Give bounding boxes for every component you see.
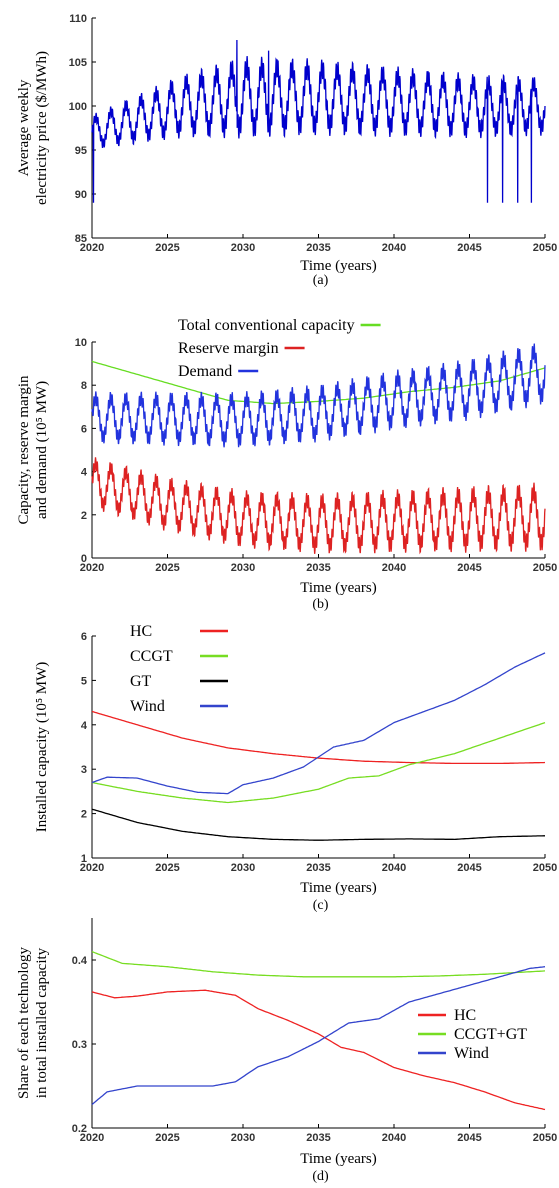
y-tick-label: 0.3 <box>72 1039 87 1051</box>
x-tick-label: 2040 <box>382 862 406 874</box>
y-axis-title: Installed capacity (10⁵ MW) <box>34 662 50 833</box>
x-tick-label: 2050 <box>533 242 557 254</box>
series-line <box>91 457 546 555</box>
series-line <box>91 950 546 978</box>
y-tick-label: 5 <box>81 675 87 687</box>
y-tick-label: 95 <box>75 145 87 157</box>
y-tick-label: 0.4 <box>72 955 88 967</box>
y-axis-title: in total installed capacity <box>34 947 50 1098</box>
series-line <box>91 710 546 765</box>
x-tick-label: 2035 <box>306 862 330 874</box>
x-tick-label: 2020 <box>80 1132 104 1144</box>
series-line <box>91 721 546 804</box>
legend-label: HC <box>130 623 152 640</box>
y-axis-title: Average weekly <box>16 79 32 176</box>
subfigure-caption: (b) <box>312 597 329 612</box>
series-line <box>91 652 546 795</box>
x-tick-label: 2035 <box>306 562 330 574</box>
x-tick-label: 2030 <box>231 862 255 874</box>
x-tick-label: 2045 <box>457 862 481 874</box>
y-tick-label: 0.2 <box>72 1123 87 1135</box>
y-tick-label: 1 <box>81 853 87 865</box>
y-tick-label: 0 <box>81 553 87 565</box>
x-tick-label: 2030 <box>231 562 255 574</box>
x-tick-label: 2040 <box>382 1132 406 1144</box>
y-tick-label: 2 <box>81 510 87 522</box>
y-tick-label: 110 <box>69 13 87 25</box>
x-tick-label: 2020 <box>80 862 104 874</box>
x-tick-label: 2020 <box>80 242 104 254</box>
x-axis-title: Time (years) <box>300 1151 377 1167</box>
legend-label: Total conventional capacity <box>178 317 355 334</box>
y-tick-label: 8 <box>81 380 87 392</box>
x-tick-label: 2030 <box>231 1132 255 1144</box>
series-line <box>91 966 546 1105</box>
x-tick-label: 2050 <box>533 562 557 574</box>
legend-label: Wind <box>454 1045 489 1062</box>
y-tick-label: 3 <box>81 764 87 776</box>
x-tick-label: 2050 <box>533 1132 557 1144</box>
x-axis-title: Time (years) <box>300 580 377 596</box>
series-line <box>91 989 546 1111</box>
legend-label: CCGT <box>130 648 173 665</box>
y-tick-label: 2 <box>81 809 87 821</box>
x-tick-label: 2030 <box>231 242 255 254</box>
series-line <box>91 808 545 841</box>
legend-label: Reserve margin <box>178 340 279 357</box>
x-axis-title: Time (years) <box>300 880 377 896</box>
y-tick-label: 100 <box>69 101 87 113</box>
y-tick-label: 4 <box>81 467 88 479</box>
y-axis-title: Share of each technology <box>16 946 32 1099</box>
y-tick-label: 6 <box>81 631 87 643</box>
x-tick-label: 2040 <box>382 242 406 254</box>
y-axis-title: Capacity, reserve margin <box>16 375 32 525</box>
chart-panel-4: 2020 2025 2030 2035 2040 2045 2050 0.2 0.3 0.4 Tim… <box>16 918 557 1184</box>
x-tick-label: 2040 <box>382 562 406 574</box>
subfigure-caption: (c) <box>313 898 329 913</box>
legend-label: Demand <box>178 363 232 380</box>
chart-panel-2: 2020 2025 2030 2035 2040 2045 2050 0 2 4 6 8 10 Time … <box>16 317 557 612</box>
y-tick-label: 4 <box>81 720 88 732</box>
x-tick-label: 2035 <box>306 242 330 254</box>
x-tick-label: 2025 <box>155 862 179 874</box>
x-tick-label: 2045 <box>457 562 481 574</box>
y-tick-label: 90 <box>75 189 87 201</box>
y-axis-title: electricity price ($/MWh) <box>34 51 50 205</box>
x-tick-label: 2025 <box>155 242 179 254</box>
x-tick-label: 2045 <box>457 1132 481 1144</box>
legend-label: GT <box>130 673 152 690</box>
subfigure-caption: (a) <box>313 273 329 288</box>
legend-label: HC <box>454 1007 476 1024</box>
x-tick-label: 2025 <box>155 1132 179 1144</box>
x-tick-label: 2025 <box>155 562 179 574</box>
legend-label: CCGT+GT <box>454 1026 527 1043</box>
subfigure-caption: (d) <box>312 1169 329 1184</box>
y-tick-label: 10 <box>75 337 87 349</box>
chart-panel-3: 2020 2025 2030 2035 2040 2045 2050 1 2 3 4 5 6 Time (… <box>34 623 557 913</box>
series-line <box>91 343 546 448</box>
x-tick-label: 2020 <box>80 562 104 574</box>
legend-label: Wind <box>130 698 165 715</box>
x-tick-label: 2050 <box>533 862 557 874</box>
x-tick-label: 2035 <box>306 1132 330 1144</box>
y-tick-label: 6 <box>81 423 87 435</box>
series-line <box>91 39 546 203</box>
y-tick-label: 85 <box>75 233 87 245</box>
x-axis-title: Time (years) <box>300 258 377 274</box>
y-axis-title: and demand (10⁵ MW) <box>34 381 50 519</box>
y-tick-label: 105 <box>69 57 87 69</box>
x-tick-label: 2045 <box>457 242 481 254</box>
chart-panel-1: 2020 2025 2030 2035 2040 2045 2050 85 90 95 100 105… <box>16 13 557 288</box>
